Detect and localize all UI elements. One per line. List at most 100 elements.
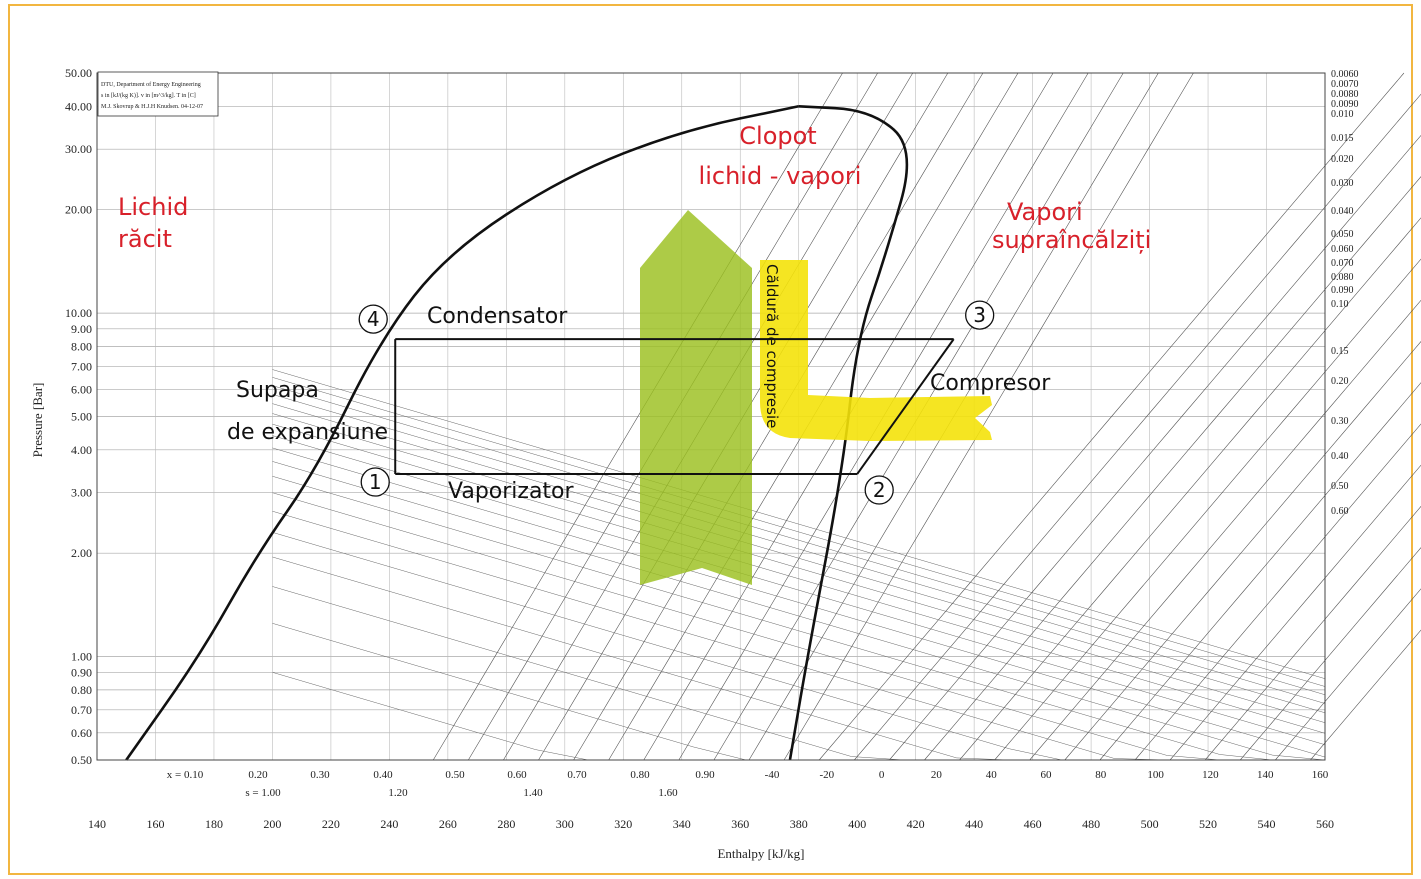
- chart-frame: [8, 4, 1413, 875]
- x-tick-label: 420: [907, 817, 925, 831]
- temperature-tick-label: 100: [1147, 769, 1164, 781]
- isentrope-line: [1064, 341, 1421, 761]
- label-condensator: Condensator: [427, 304, 568, 329]
- heat-arrows: [640, 210, 992, 585]
- isentrope-line: [1099, 382, 1421, 761]
- isochore-line: [272, 435, 1326, 745]
- temperature-tick-label: 80: [1095, 769, 1107, 781]
- right-tick-label: 0.0090: [1331, 99, 1359, 110]
- region-label-superheated-1: Vapori: [1007, 198, 1083, 226]
- x-tick-label: 400: [848, 817, 866, 831]
- cycle-point-number: 1: [369, 470, 382, 494]
- x-tick-label: 340: [673, 817, 691, 831]
- quality-tick-label: 0.20: [248, 769, 268, 781]
- x-tick-label: 180: [205, 817, 223, 831]
- legend-line-2: s in [kJ/(kg K)]. v in [m^3/kg]. T in [C…: [101, 92, 196, 99]
- refrigeration-cycle: 1 2 3 4: [358, 300, 995, 505]
- y-axis-title: Pressure [Bar]: [30, 383, 45, 458]
- isentrope-line: [854, 93, 1421, 761]
- y-tick-label: 0.80: [71, 683, 92, 697]
- saturation-dome: [125, 104, 909, 761]
- x-tick-label: 500: [1141, 817, 1159, 831]
- x-tick-label: 560: [1316, 817, 1334, 831]
- plot-border: [96, 72, 1326, 761]
- isochore-line: [272, 377, 1326, 687]
- y-tick-label: 0.70: [71, 703, 92, 717]
- isochore-line: [272, 394, 1326, 704]
- right-tick-label: 0.15: [1331, 346, 1349, 357]
- cycle-point-marker: [965, 300, 995, 330]
- y-tick-label: 0.60: [71, 726, 92, 740]
- label-compresor: Compresor: [930, 371, 1051, 396]
- region-label-superheated-2: supraîncălziți: [992, 226, 1151, 254]
- quality-tick-label: 0.40: [373, 769, 393, 781]
- temperature-tick-label: 60: [1041, 769, 1053, 781]
- label-de-expansiune: de expansiune: [227, 420, 388, 445]
- entropy-tick-label: 1.20: [388, 787, 408, 799]
- label-supapa: Supapa: [236, 378, 319, 403]
- x-tick-label: 140: [88, 817, 106, 831]
- y-tick-label: 7.00: [71, 359, 92, 373]
- y-tick-label: 10.00: [65, 306, 92, 320]
- isentrope-line: [994, 258, 1421, 761]
- right-tick-label: 0.60: [1331, 506, 1349, 517]
- isentrope-line: [1275, 588, 1421, 761]
- y-tick-label: 20.00: [65, 203, 92, 217]
- temperature-tick-label: 20: [931, 769, 943, 781]
- quality-tick-label: 0.60: [507, 769, 527, 781]
- isochore-line: [272, 369, 1326, 679]
- saturated-vapor-line: [788, 104, 909, 761]
- entropy-tick-label: 1.60: [658, 787, 678, 799]
- x-tick-label: 200: [263, 817, 281, 831]
- isochore-line: [272, 461, 1326, 761]
- entropy-tick-label: s = 1.00: [245, 787, 281, 799]
- x-tick-label: 240: [380, 817, 398, 831]
- quality-tick-label: x = 0.10: [167, 769, 204, 781]
- x-tick-label: 380: [790, 817, 808, 831]
- right-tick-label: 0.060: [1331, 244, 1354, 255]
- right-tick-label: 0.10: [1331, 299, 1349, 310]
- y-tick-label: 30.00: [65, 142, 92, 156]
- right-tick-label: 0.20: [1331, 376, 1349, 387]
- isentrope-line: [924, 176, 1421, 761]
- cycle-point-marker: [864, 475, 894, 505]
- x-tick-label: 520: [1199, 817, 1217, 831]
- isochore-line: [272, 413, 1326, 723]
- y-tick-label: 8.00: [71, 339, 92, 353]
- region-label-dome-1: Clopot: [739, 122, 816, 150]
- temperature-tick-label: 0: [879, 769, 885, 781]
- isochore-line: [272, 403, 1326, 714]
- isentrope-line: [1310, 629, 1421, 761]
- y-tick-label: 9.00: [71, 322, 92, 336]
- legend-box: DTU, Department of Energy Engineering s …: [97, 71, 219, 117]
- cycle-point-number: 4: [367, 307, 380, 331]
- x-tick-label: 160: [146, 817, 164, 831]
- right-tick-label: 0.020: [1331, 154, 1354, 165]
- x-tick-label: 540: [1258, 817, 1276, 831]
- temperature-tick-label: 120: [1202, 769, 1219, 781]
- isentrope-line: [1134, 423, 1421, 761]
- x-tick-label: 440: [965, 817, 983, 831]
- temperature-tick-label: -20: [819, 769, 834, 781]
- saturated-liquid-line: [125, 105, 799, 761]
- y-tick-label: 40.00: [65, 99, 92, 113]
- legend-line-1: DTU, Department of Energy Engineering: [101, 81, 201, 88]
- right-tick-label: 0.0080: [1331, 89, 1359, 100]
- region-label-subcooled-1: Lichid: [118, 193, 188, 221]
- quality-tick-label: 0.90: [695, 769, 715, 781]
- x-tick-label: 480: [1082, 817, 1100, 831]
- isochore-line: [272, 476, 1325, 761]
- x-tick-label: 360: [731, 817, 749, 831]
- right-tick-label: 0.40: [1331, 451, 1349, 462]
- x-tick-label: 300: [556, 817, 574, 831]
- right-tick-label: 0.030: [1331, 178, 1354, 189]
- isentrope-line: [783, 72, 1194, 761]
- isentrope-line: [1239, 547, 1421, 761]
- y-tick-label: 4.00: [71, 443, 92, 457]
- quality-tick-label: 0.70: [567, 769, 587, 781]
- region-label-dome-2: lichid - vapori: [699, 162, 862, 190]
- x-tick-label: 260: [439, 817, 457, 831]
- cycle-point-number: 3: [973, 303, 986, 327]
- right-tick-label: 0.0060: [1331, 69, 1359, 80]
